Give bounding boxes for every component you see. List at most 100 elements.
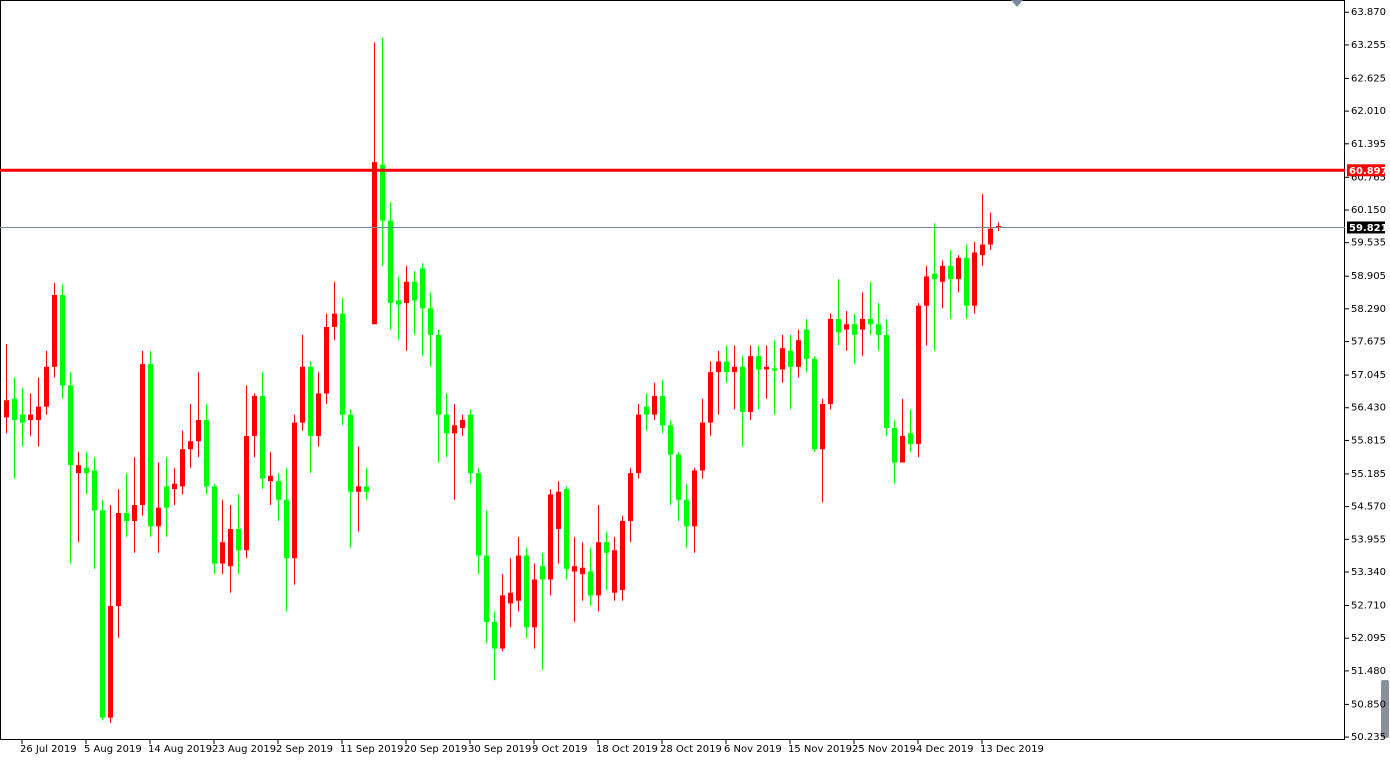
candle-body <box>508 592 513 604</box>
candle-body <box>452 425 457 434</box>
candle-body <box>772 368 777 371</box>
x-tick-label: 6 Nov 2019 <box>724 744 782 755</box>
y-tick-label: 56.430 <box>1351 403 1386 414</box>
x-tick-label: 26 Jul 2019 <box>20 744 77 755</box>
y-tick-label: 54.570 <box>1351 502 1386 513</box>
candle-body <box>788 350 793 367</box>
candle-body <box>228 528 233 567</box>
y-tick-label: 52.095 <box>1351 633 1386 644</box>
y-tick-label: 50.235 <box>1351 732 1386 743</box>
candle-body <box>948 265 953 280</box>
y-tick-label: 61.395 <box>1351 139 1386 150</box>
candle-body <box>804 329 809 359</box>
candle-body <box>732 366 737 373</box>
x-tick-label: 11 Sep 2019 <box>340 744 403 755</box>
y-tick-label: 57.675 <box>1351 337 1386 348</box>
candle-body <box>300 366 305 423</box>
candle-body <box>748 356 753 412</box>
candle-body <box>604 542 609 553</box>
candle-body <box>916 305 921 444</box>
candle-body <box>204 419 209 487</box>
candle-body <box>332 313 337 327</box>
candle-body <box>676 454 681 500</box>
candle-body <box>500 595 505 649</box>
candle-body <box>388 220 393 304</box>
y-tick-label: 57.045 <box>1351 370 1386 381</box>
candle-body <box>884 334 889 428</box>
candle-body <box>444 414 449 434</box>
y-tick-label: 50.850 <box>1351 699 1386 710</box>
x-tick-label: 30 Sep 2019 <box>468 744 531 755</box>
candle-body <box>564 489 569 569</box>
candle-body <box>588 571 593 596</box>
candle-body <box>844 324 849 330</box>
x-tick-label: 9 Oct 2019 <box>532 744 587 755</box>
x-tick-label: 4 Dec 2019 <box>916 744 974 755</box>
x-tick-label: 25 Nov 2019 <box>852 744 916 755</box>
candle-body <box>764 366 769 370</box>
candle-body <box>892 427 897 463</box>
candle-body <box>868 318 873 325</box>
candle-body <box>964 257 969 306</box>
candle-body <box>156 507 161 527</box>
x-tick-label: 13 Dec 2019 <box>980 744 1044 755</box>
candle-body <box>260 396 265 479</box>
candle-body <box>252 396 257 436</box>
candle-body <box>436 334 441 415</box>
level-label-box <box>1347 221 1385 234</box>
y-tick-label: 58.905 <box>1351 271 1386 282</box>
x-tick-label: 14 Aug 2019 <box>148 744 212 755</box>
candle-body <box>548 494 553 580</box>
candle-body <box>716 361 721 373</box>
candle-body <box>516 555 521 601</box>
candle-body <box>980 244 985 256</box>
candle-body <box>284 499 289 559</box>
candle-body <box>12 398 17 420</box>
y-tick-label: 51.480 <box>1351 666 1386 677</box>
candle-body <box>524 555 529 628</box>
candle-body <box>956 257 961 280</box>
candle-body <box>236 528 241 551</box>
candle-body <box>380 164 385 221</box>
y-tick-label: 55.815 <box>1351 435 1386 446</box>
candle-body <box>692 470 697 527</box>
scroll-handle[interactable] <box>1381 680 1389 738</box>
candle-body <box>212 486 217 564</box>
candle-body <box>140 364 145 506</box>
y-tick-label: 62.010 <box>1351 106 1386 117</box>
candle-body <box>428 308 433 335</box>
candle-body <box>356 486 361 492</box>
candle-body <box>396 300 401 305</box>
candle-body <box>780 348 785 370</box>
x-tick-label: 23 Aug 2019 <box>212 744 276 755</box>
candle-body <box>492 621 497 649</box>
y-tick-label: 52.710 <box>1351 601 1386 612</box>
x-tick-label: 18 Oct 2019 <box>596 744 658 755</box>
candle-body <box>796 340 801 367</box>
candle-body <box>324 326 329 394</box>
shift-marker <box>1011 0 1023 7</box>
candle-body <box>412 281 417 301</box>
candle-body <box>532 579 537 628</box>
y-tick-label: 55.185 <box>1351 469 1386 480</box>
x-tick-label: 20 Sep 2019 <box>404 744 467 755</box>
candle-body <box>876 324 881 335</box>
candle-body <box>644 406 649 415</box>
candle-body <box>612 550 617 593</box>
candle-body <box>340 313 345 415</box>
candle-body <box>180 449 185 487</box>
candle-body <box>468 414 473 474</box>
candle-body <box>860 318 865 330</box>
candle-body <box>580 567 585 575</box>
candle-body <box>820 404 825 450</box>
candle-body <box>84 467 89 474</box>
y-tick-label: 63.255 <box>1351 40 1386 51</box>
candle-body <box>4 400 9 418</box>
candle-body <box>900 435 905 463</box>
candle-body <box>756 356 761 370</box>
candle-body <box>308 366 313 436</box>
candle-body <box>628 473 633 521</box>
candle-body <box>700 422 705 471</box>
